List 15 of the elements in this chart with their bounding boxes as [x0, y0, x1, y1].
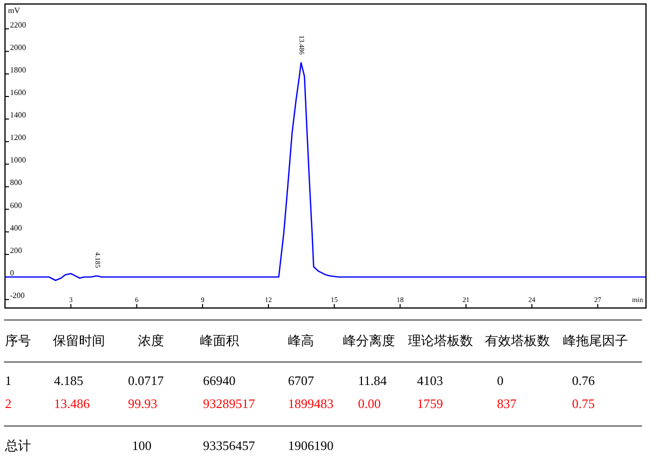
y-tick-label: 1000 — [10, 156, 26, 165]
y-tick-label: 0 — [10, 268, 14, 278]
y-tick-label: 200 — [10, 246, 22, 255]
y-tick-label: 1400 — [10, 110, 26, 120]
y-tick-label: 400 — [10, 223, 22, 232]
y-tick-label: 800 — [10, 178, 22, 188]
y-tick-label: 1800 — [10, 65, 26, 74]
y-tick-label: -200 — [10, 291, 25, 300]
table: 序号 保留时间 浓度 峰面积 峰高 峰分离度 理论塔板数 有效塔板数 峰拖尾因子 1 4.185 0.0717 66940 6707 11.84 4103 0 0.76 2 13.486 99.93 93289517 1899483 0.00 1759 837 0.75 总计 100 93356457 1906190 — [4, 320, 642, 454]
y-tick-label: 2200 — [10, 20, 26, 30]
y-tick-label: 1200 — [10, 133, 26, 142]
y-tick-label: 2000 — [10, 42, 26, 52]
y-axis-title: mV — [8, 6, 20, 15]
y-tick-label: 600 — [10, 200, 22, 210]
y-tick-label: 1600 — [10, 88, 26, 97]
